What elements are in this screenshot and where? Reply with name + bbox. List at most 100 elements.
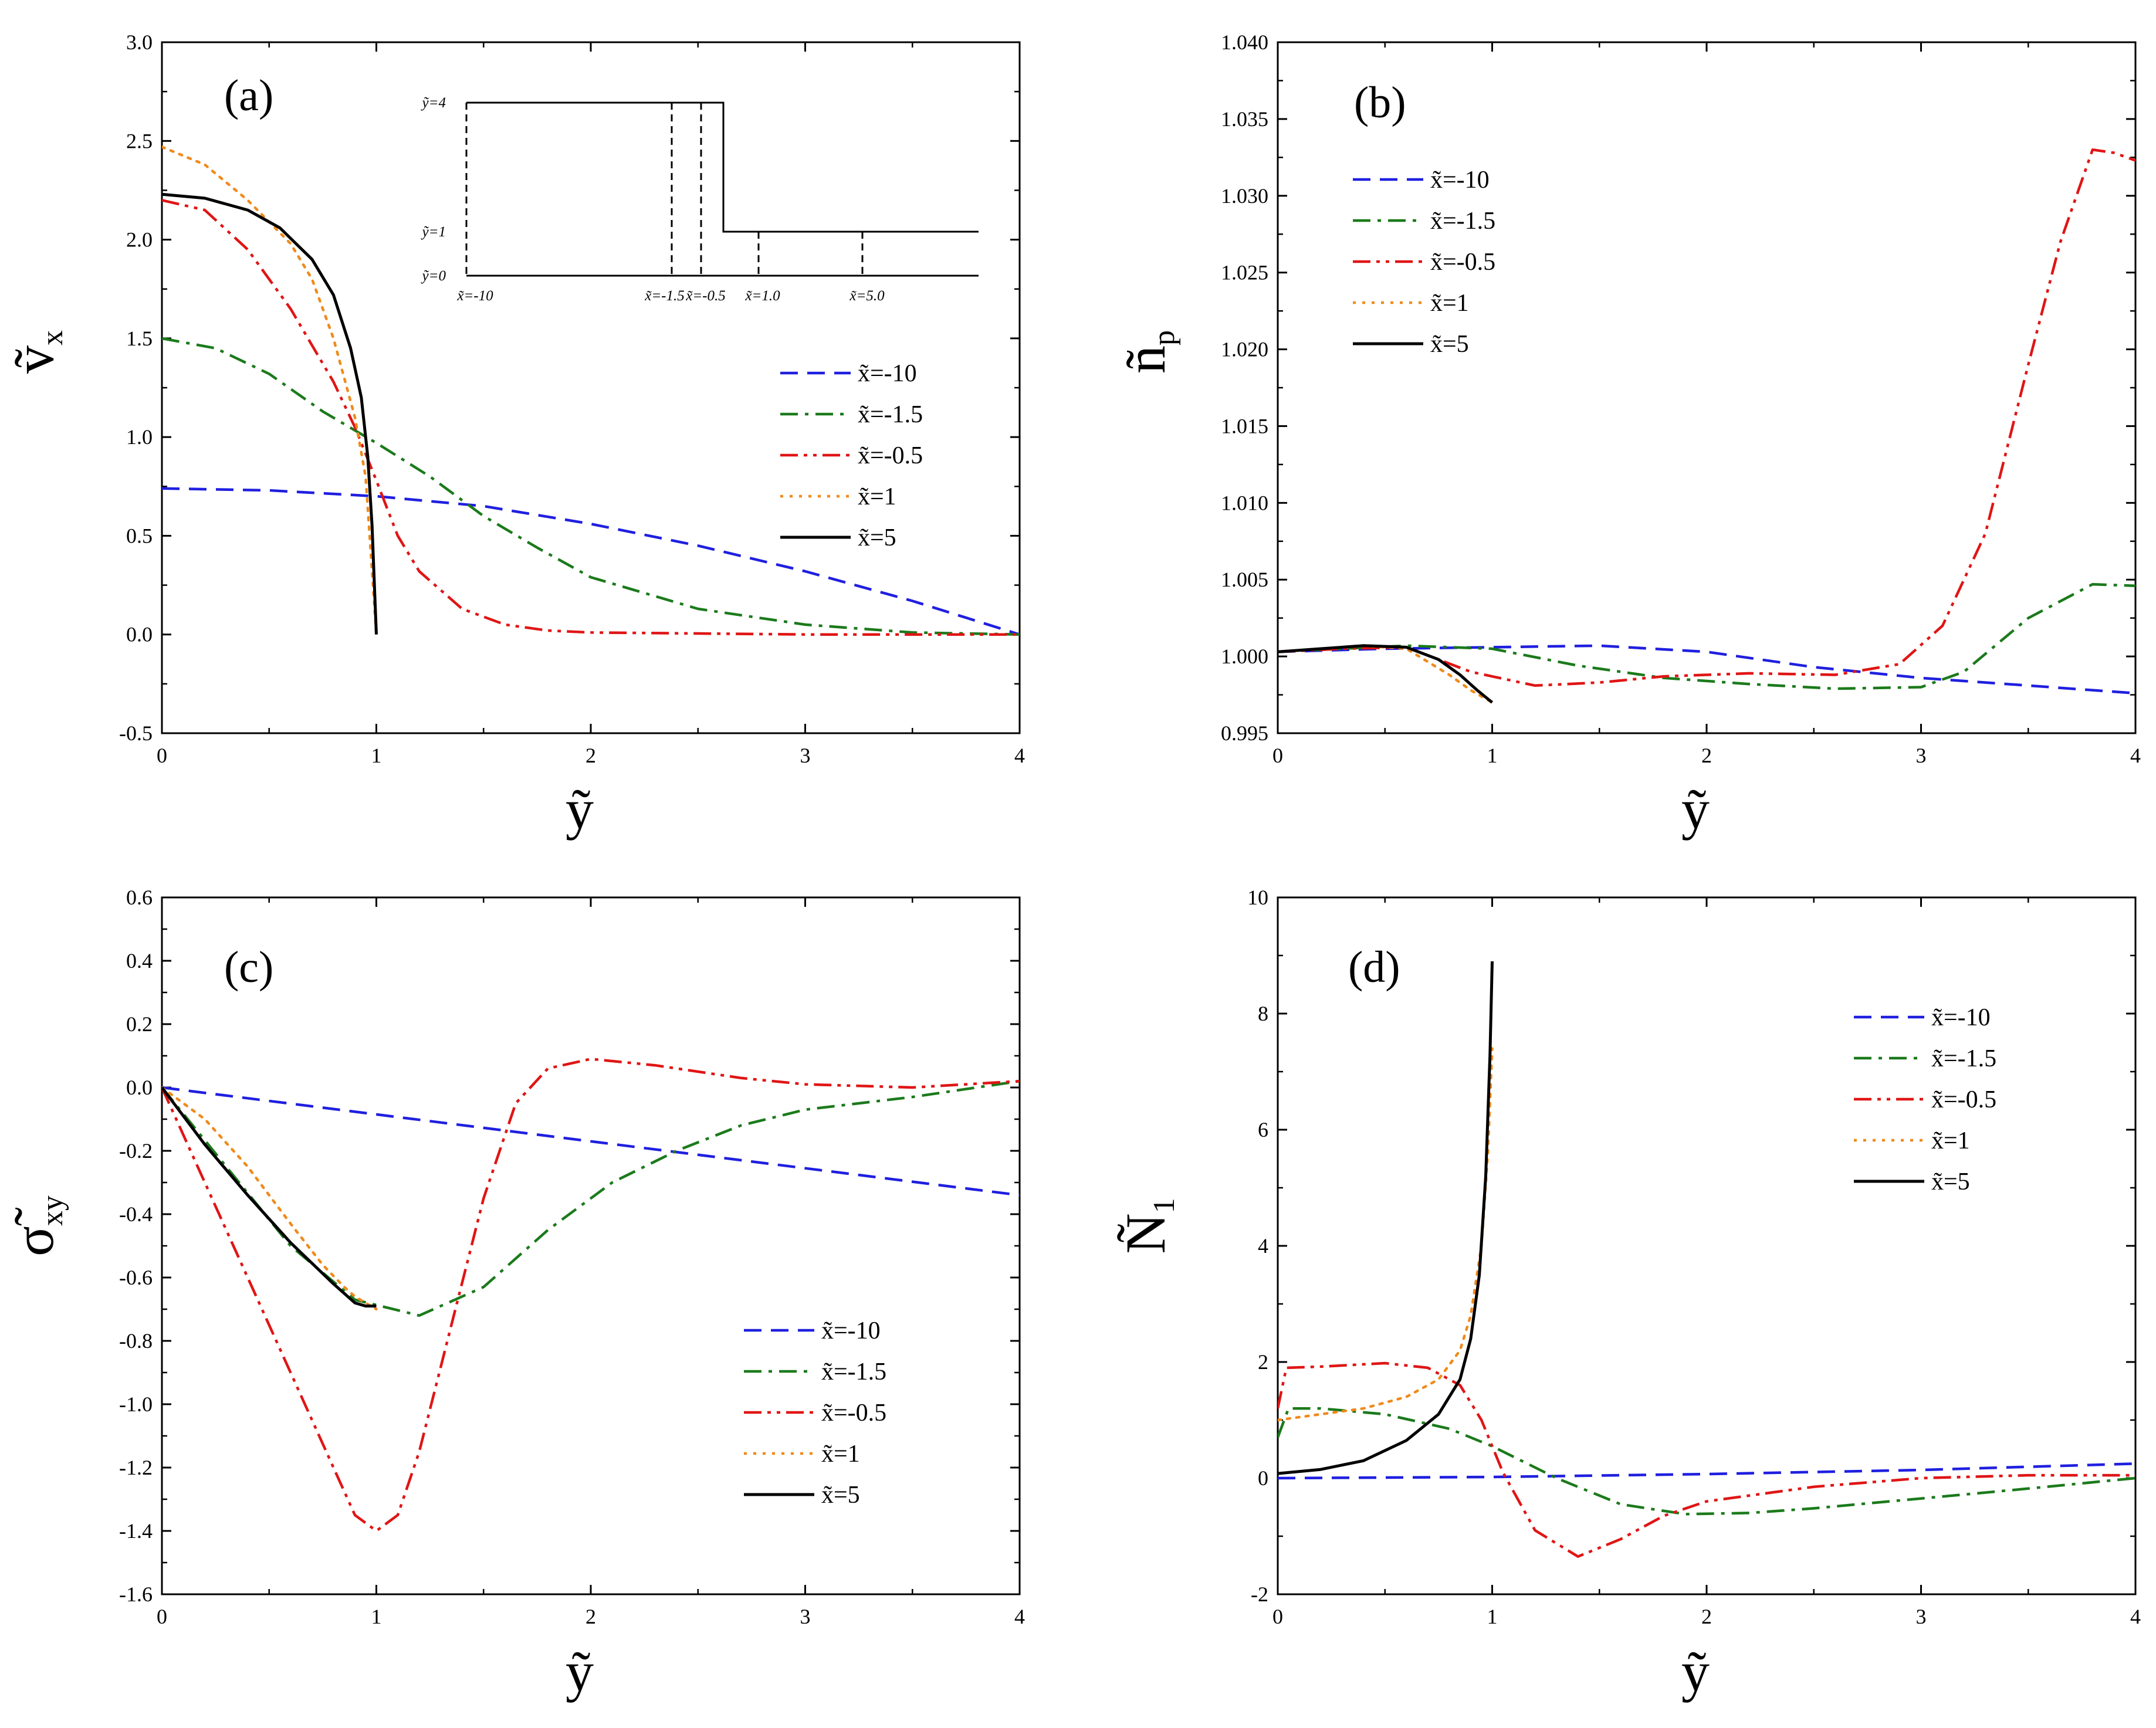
x-tick-label: 4 (2130, 744, 2141, 767)
y-axis-label: σ̃xy (2, 1195, 69, 1256)
y-tick-label: -0.8 (119, 1329, 153, 1353)
x-tick-label: 3 (800, 744, 811, 767)
x-axis-label: ỹ (1681, 778, 1710, 841)
y-tick-label: 10 (1247, 886, 1268, 909)
series-line-5 (1278, 644, 1494, 704)
y-tick-label: -1.2 (119, 1456, 153, 1479)
y-tick-label: 0.2 (126, 1012, 153, 1036)
x-tick-label: 1 (371, 744, 382, 767)
y-tick-label: -0.5 (119, 721, 153, 745)
y-tick-label: 2 (1258, 1350, 1268, 1374)
legend-label: x̃=-1.5 (1931, 1045, 1996, 1072)
x-tick-label: 2 (1701, 744, 1712, 767)
y-tick-label: -0.4 (119, 1202, 153, 1226)
y-tick-label: -0.6 (119, 1266, 153, 1289)
x-tick-label: 2 (585, 1605, 596, 1628)
y-tick-label: -2 (1251, 1583, 1268, 1606)
legend-label: x̃=5 (821, 1482, 860, 1509)
legend-label: x̃=-10 (858, 360, 917, 387)
x-tick-label: 4 (2130, 1605, 2141, 1628)
y-tick-label: 1.0 (126, 425, 153, 449)
inset-y-label: ỹ=4 (421, 95, 446, 111)
series-line-3 (1278, 1361, 2135, 1558)
inset-wall (466, 101, 979, 233)
series-line-4 (162, 1086, 378, 1311)
series-line-3 (162, 199, 1020, 636)
y-tick-label: 1.035 (1221, 107, 1268, 131)
legend-label: x̃=-0.5 (1430, 249, 1495, 276)
y-tick-label: 0.4 (126, 949, 153, 973)
inset-x-label: x̃=1.0 (744, 288, 780, 304)
y-tick-label: 1.040 (1221, 31, 1268, 54)
legend-label: x̃=5 (858, 524, 896, 551)
plot-frame (1277, 896, 2137, 1595)
legend-label: x̃=1 (1430, 290, 1469, 317)
legend-label: x̃=-1.5 (821, 1358, 886, 1385)
series-line-5 (1278, 961, 1494, 1475)
inset-y-label: ỹ=0 (421, 268, 446, 284)
series-line-5 (162, 192, 378, 635)
inset-schematic: ỹ=4 ỹ=1 ỹ=0 x̃=-10 x̃=-1.5 x̃=-0.5 x̃=1.0 x̃=5.… (421, 95, 979, 304)
series-line-4 (162, 145, 378, 636)
panel-label: (c) (224, 943, 273, 992)
y-tick-label: 1.010 (1221, 491, 1268, 514)
series-line-5 (162, 1086, 377, 1308)
panel-label: (b) (1354, 78, 1406, 127)
x-tick-label: 0 (157, 1605, 167, 1628)
legend-label: x̃=5 (1430, 331, 1469, 358)
y-tick-label: 0.6 (126, 886, 153, 909)
y-tick-label: 1.030 (1221, 184, 1268, 208)
x-tick-label: 4 (1014, 1605, 1025, 1628)
legend-label: x̃=-1.5 (858, 401, 923, 428)
legend: x̃=-10 x̃=-1.5 x̃=-0.5 x̃=1 x̃=5 (780, 360, 923, 551)
series-line-3 (162, 1058, 1020, 1533)
series-line-3 (1278, 148, 2135, 687)
legend-label: x̃=5 (1931, 1168, 1970, 1195)
series-line-2 (162, 337, 1020, 636)
series-group (1278, 148, 2135, 704)
panel-label: (a) (224, 71, 273, 120)
y-tick-label: 4 (1258, 1234, 1268, 1258)
y-axis-label: ñp (1114, 330, 1181, 374)
legend-label: x̃=-1.5 (1430, 208, 1495, 235)
x-tick-label: 3 (1916, 744, 1927, 767)
x-tick-label: 3 (1916, 1605, 1927, 1628)
x-axis-label: ỹ (1681, 1640, 1710, 1703)
y-tick-label: 0.0 (126, 1076, 153, 1099)
panel-2: 0 1 2 3 4 0.995 1.000 1.005 1.010 1.015 1.020 1.025… (1114, 31, 2141, 841)
y-tick-label: 0.995 (1221, 721, 1268, 745)
series-line-2 (1278, 582, 2135, 690)
x-tick-label: 1 (371, 1605, 382, 1628)
legend-label: x̃=-0.5 (1931, 1086, 1996, 1113)
panel-1: 0 1 2 3 4 -0.5 0.0 0.5 1.0 1.5 2.0 2.5 3.0 ỹ ṽx (a) x̃=-… (2, 31, 1025, 841)
y-tick-label: 0.0 (126, 623, 153, 646)
legend-label: x̃=1 (858, 483, 896, 510)
y-tick-label: 1.025 (1221, 261, 1268, 284)
x-tick-label: 2 (585, 744, 596, 767)
inset-y-label: ỹ=1 (421, 224, 446, 240)
series-line-1 (162, 487, 1020, 636)
legend: x̃=-10 x̃=-1.5 x̃=-0.5 x̃=1 x̃=5 (744, 1317, 886, 1509)
x-axis-label: ỹ (566, 1640, 594, 1703)
inset-x-label: x̃=-1.5 (644, 288, 685, 304)
y-tick-label: 1.015 (1221, 414, 1268, 438)
x-tick-label: 1 (1487, 744, 1498, 767)
series-line-2 (1278, 1407, 2135, 1516)
legend-label: x̃=-10 (1931, 1004, 1991, 1031)
series-line-1 (1278, 1462, 2135, 1480)
y-tick-label: 6 (1258, 1118, 1268, 1141)
legend-label: x̃=1 (1931, 1127, 1970, 1154)
legend: x̃=-10 x̃=-1.5 x̃=-0.5 x̃=1 x̃=5 (1854, 1004, 1996, 1195)
y-tick-label: -1.6 (119, 1583, 153, 1606)
y-tick-label: 0.5 (126, 524, 153, 547)
series-group (1278, 961, 2135, 1558)
series-line-4 (1278, 644, 1494, 704)
y-tick-label: 8 (1258, 1002, 1268, 1025)
series-line-1 (162, 1086, 1020, 1197)
x-tick-label: 0 (1272, 744, 1283, 767)
y-tick-label: -1.0 (119, 1392, 153, 1416)
series-group (162, 1058, 1020, 1533)
legend-label: x̃=1 (821, 1441, 860, 1468)
y-tick-label: 1.005 (1221, 568, 1268, 591)
